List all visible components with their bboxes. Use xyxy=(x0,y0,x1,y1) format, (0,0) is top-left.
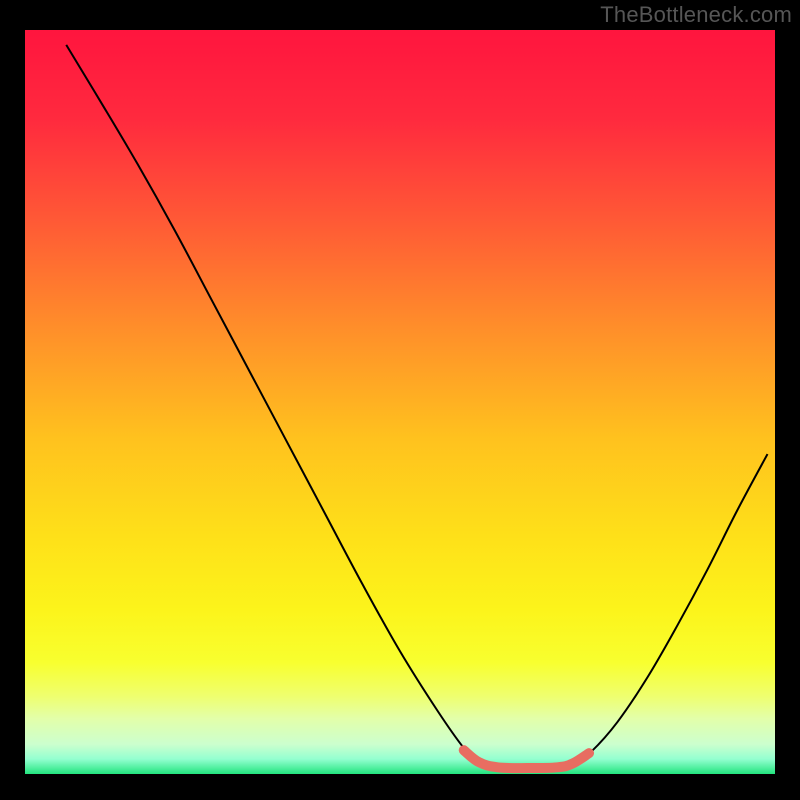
chart-frame: TheBottleneck.com xyxy=(0,0,800,800)
watermark-label: TheBottleneck.com xyxy=(600,2,792,28)
bottleneck-chart xyxy=(0,0,800,800)
chart-background xyxy=(25,30,775,774)
